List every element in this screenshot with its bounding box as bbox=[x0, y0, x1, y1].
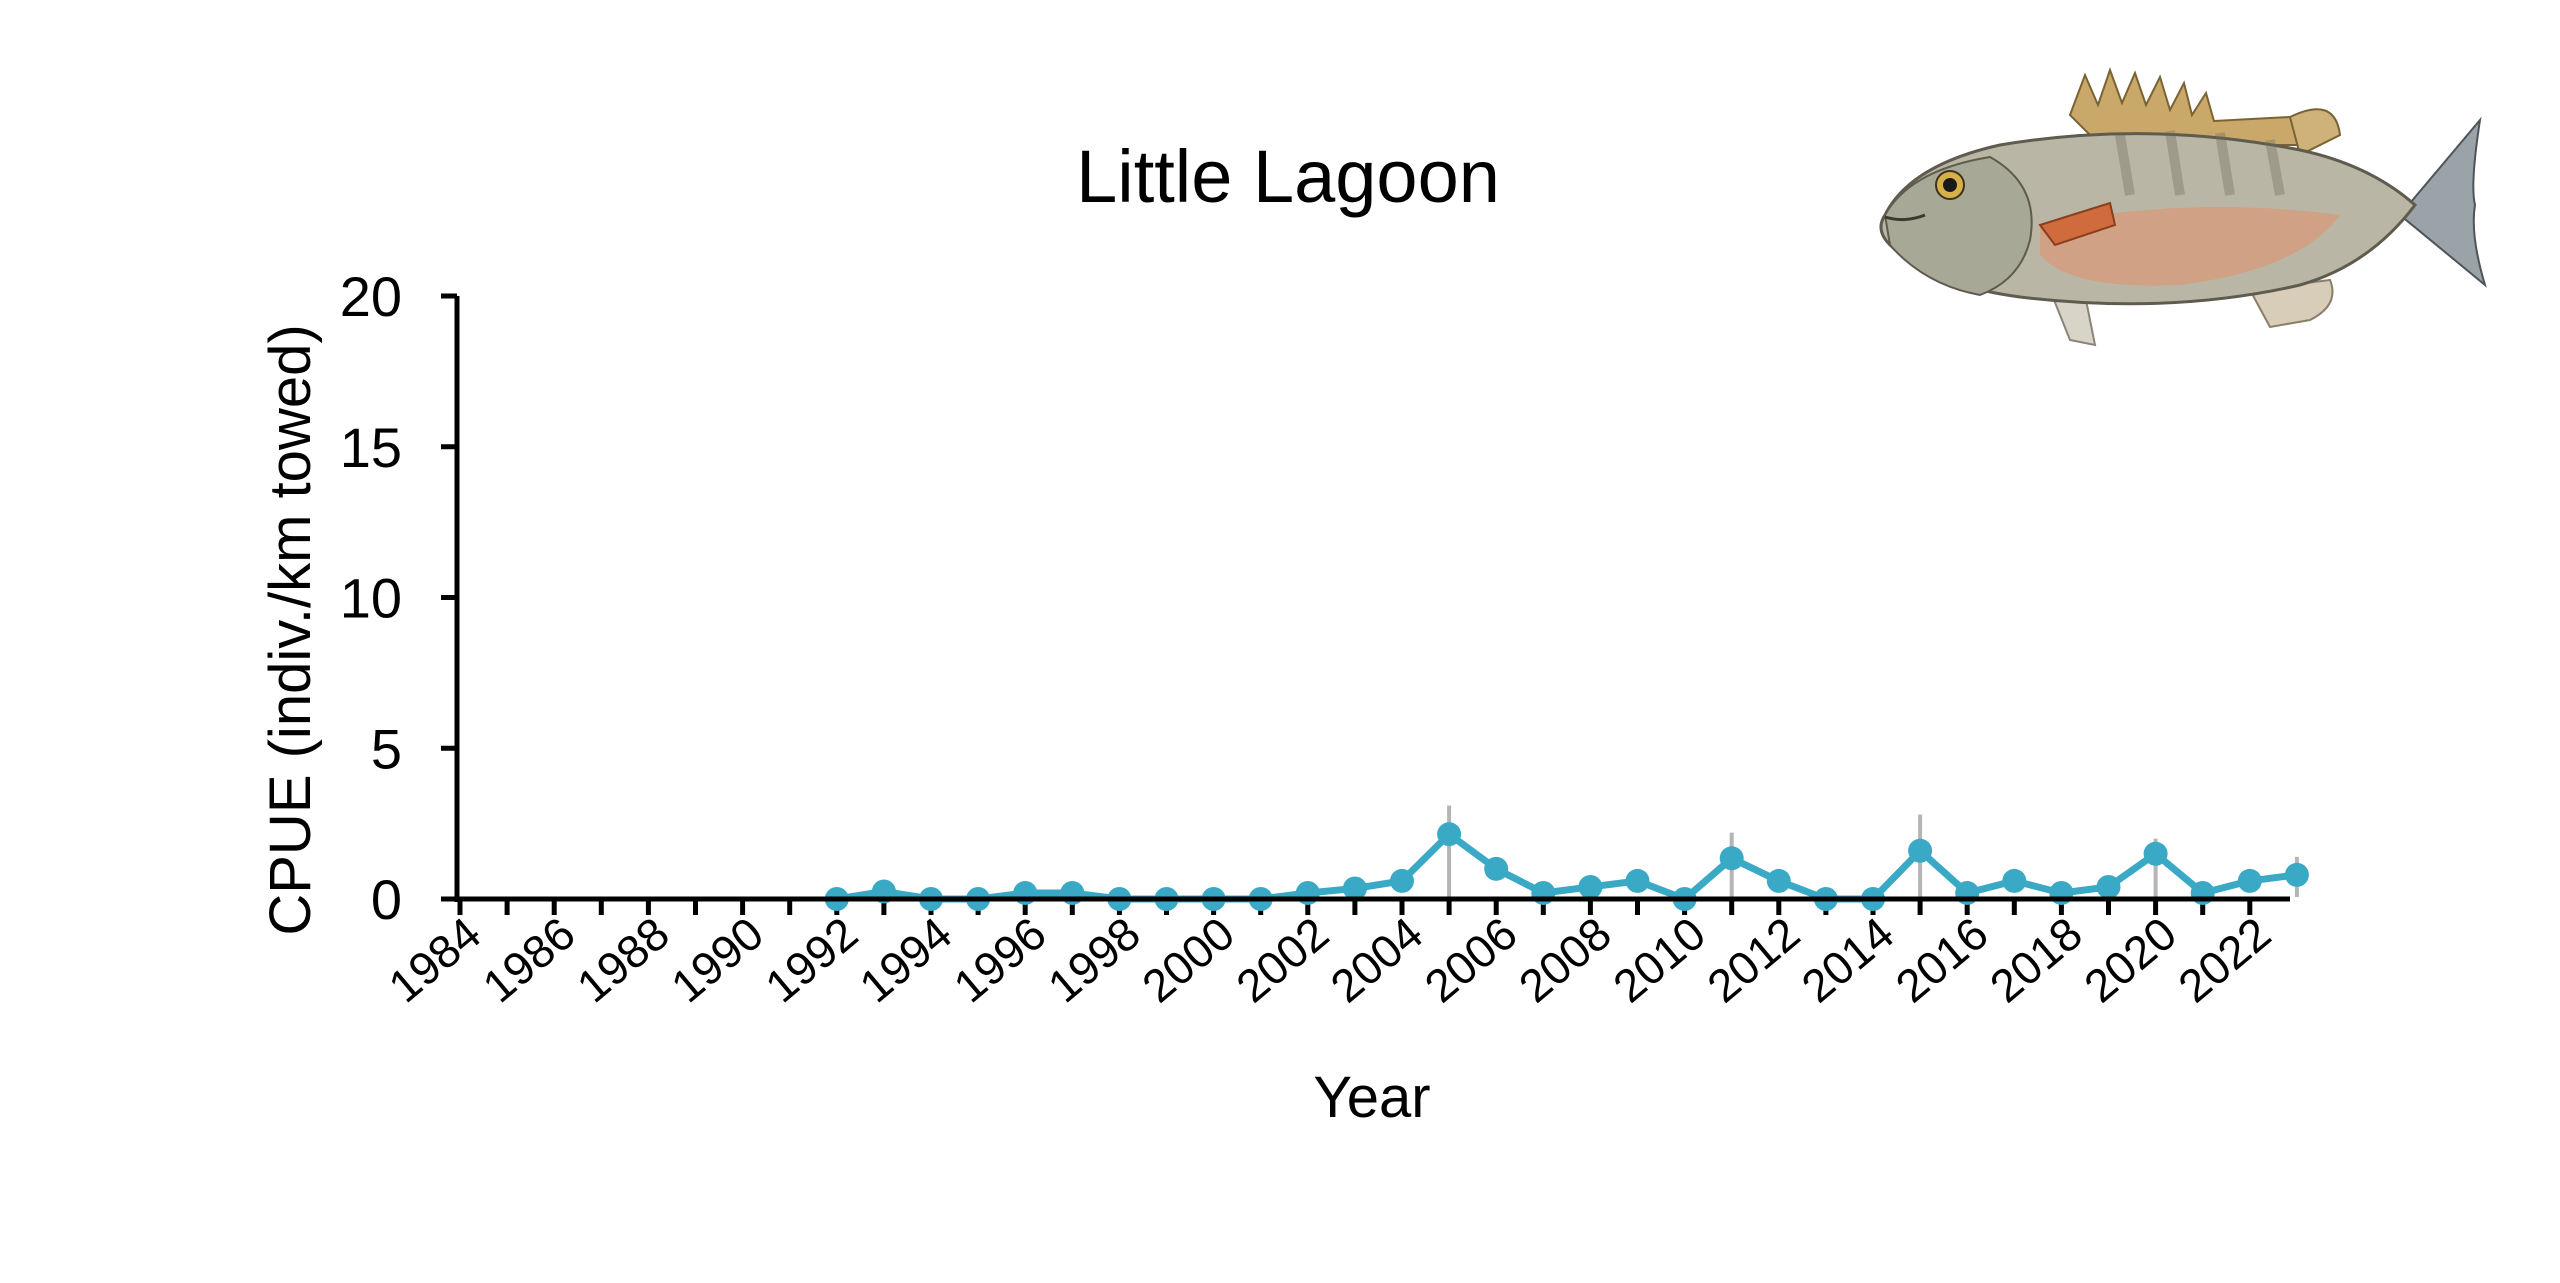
x-tick-label: 2000 bbox=[1132, 907, 1244, 1013]
x-axis-label: Year bbox=[1313, 1065, 1430, 1130]
data-point bbox=[1578, 874, 1603, 899]
x-tick-label: 2010 bbox=[1603, 907, 1715, 1013]
data-point bbox=[2237, 868, 2262, 893]
data-point bbox=[1719, 846, 1744, 871]
data-point bbox=[2002, 868, 2027, 893]
x-tick-label: 2014 bbox=[1792, 907, 1904, 1013]
data-point bbox=[1437, 822, 1462, 847]
data-point bbox=[1484, 856, 1509, 881]
x-tick-label: 2020 bbox=[2074, 907, 2186, 1013]
x-tick-label: 1986 bbox=[473, 907, 585, 1013]
error-bars bbox=[1447, 805, 2299, 897]
y-tick-label: 10 bbox=[340, 567, 402, 630]
data-point bbox=[1390, 868, 1414, 893]
x-tick-label: 2022 bbox=[2168, 907, 2280, 1013]
x-tick-label: 2002 bbox=[1226, 907, 1338, 1013]
y-tick-label: 5 bbox=[371, 717, 402, 780]
x-tick-label: 2018 bbox=[1980, 907, 2092, 1013]
x-tick-label: 2006 bbox=[1415, 907, 1527, 1013]
mangrove-snapper-illustration bbox=[1879, 66, 2487, 347]
x-tick-label: 1992 bbox=[755, 907, 867, 1013]
series-line bbox=[836, 830, 2298, 903]
data-point bbox=[2096, 874, 2121, 899]
x-tick-label: 1998 bbox=[1038, 907, 1150, 1013]
x-tick-label: 2016 bbox=[1886, 907, 1998, 1013]
data-point bbox=[1766, 868, 1791, 893]
data-point bbox=[2143, 841, 2168, 866]
x-tick-label: 2004 bbox=[1321, 907, 1433, 1013]
x-tick-label: 1990 bbox=[661, 907, 773, 1013]
chart-title: Little Lagoon bbox=[1076, 135, 1500, 218]
y-axis-label: CPUE (indiv./km towed) bbox=[258, 324, 323, 935]
y-tick-label: 0 bbox=[371, 868, 402, 931]
x-tick-label: 1996 bbox=[944, 907, 1056, 1013]
x-tick-label: 2012 bbox=[1697, 907, 1809, 1013]
data-point bbox=[1908, 838, 1933, 863]
y-tick-label: 20 bbox=[340, 265, 402, 328]
x-tick-label: 1994 bbox=[850, 907, 962, 1013]
y-axis-ticks: 0 5 10 15 20 bbox=[340, 265, 457, 931]
x-axis-ticks: 1984198619881990199219941996199820002002… bbox=[379, 899, 2280, 1013]
data-point bbox=[1625, 868, 1650, 893]
y-tick-label: 15 bbox=[340, 416, 402, 479]
x-tick-label: 1988 bbox=[567, 907, 679, 1013]
data-point bbox=[1342, 876, 1367, 901]
data-point bbox=[2284, 862, 2309, 887]
x-tick-label: 2008 bbox=[1509, 907, 1621, 1013]
